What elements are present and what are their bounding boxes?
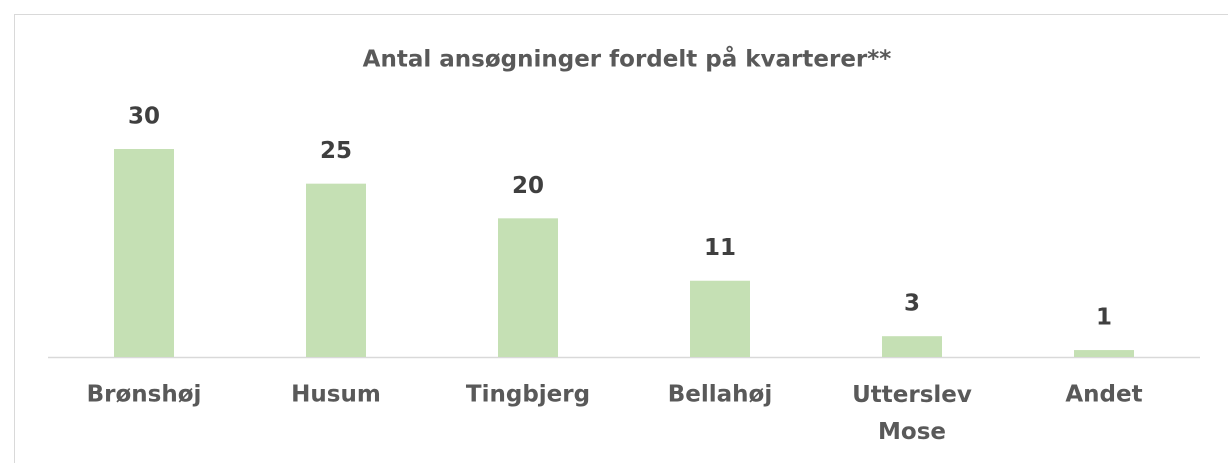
data-label: 25 [320, 138, 352, 164]
x-tick-label: Bellahøj [668, 382, 772, 408]
bar [114, 149, 174, 357]
data-label: 20 [512, 173, 544, 199]
bar [1074, 350, 1134, 357]
data-label: 3 [904, 291, 920, 317]
x-tick-label: Utterslev Mose [852, 382, 972, 445]
x-tick-label: Brønshøj [87, 382, 202, 408]
chart-frame [14, 14, 1228, 463]
bar [306, 183, 366, 357]
bar [498, 218, 558, 357]
x-tick-label: Husum [291, 382, 381, 408]
data-label: 1 [1096, 305, 1112, 331]
data-label: 30 [128, 104, 160, 130]
chart-title: Antal ansøgninger fordelt på kvarterer** [363, 46, 892, 73]
data-label: 11 [704, 235, 736, 261]
x-tick-label: Andet [1065, 382, 1142, 408]
bar [882, 336, 942, 357]
x-tick-label: Tingbjerg [466, 382, 590, 408]
bar [690, 280, 750, 357]
